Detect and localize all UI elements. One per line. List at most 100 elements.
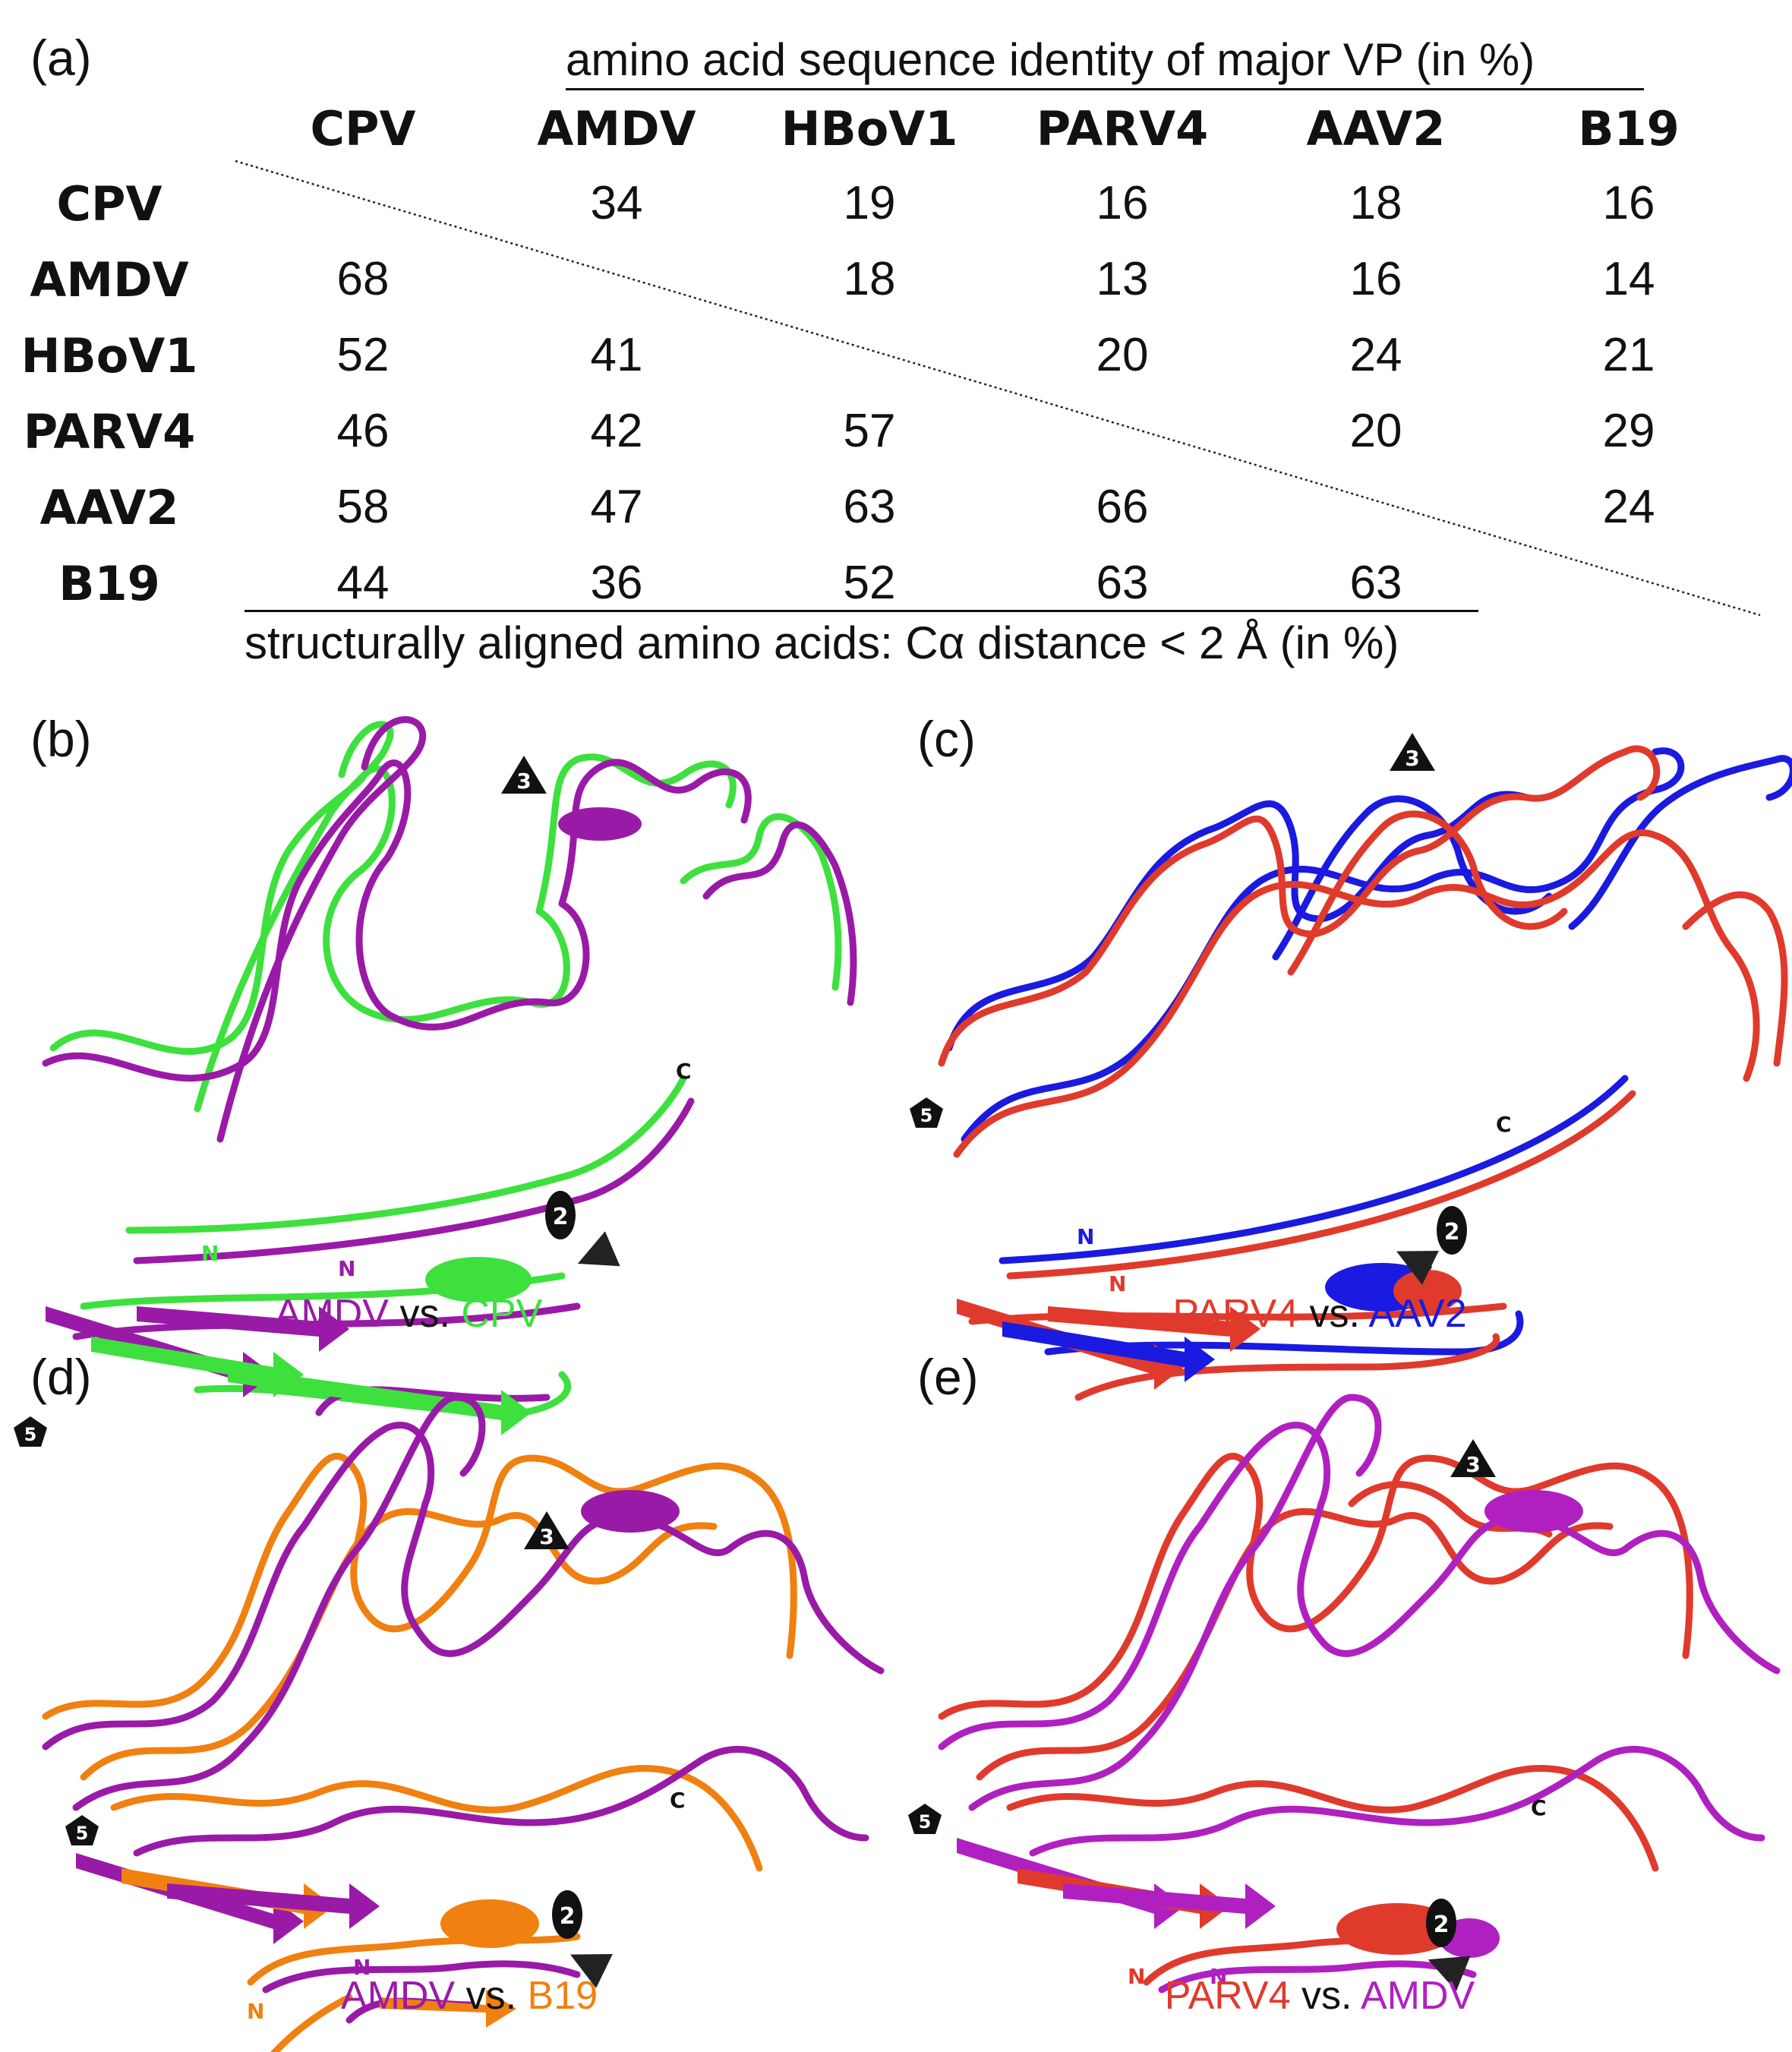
table-cell: 20 xyxy=(1349,405,1402,457)
table-cell: 18 xyxy=(843,253,896,305)
panel-e-label: (e) xyxy=(917,1349,979,1405)
table-cell: 34 xyxy=(590,177,643,229)
top-rule xyxy=(566,88,1644,90)
table-cell: 14 xyxy=(1602,253,1655,305)
row-header-aav2: AAV2 xyxy=(39,480,179,535)
table-cell: 44 xyxy=(336,557,390,609)
table-cell: 13 xyxy=(1096,253,1149,305)
fivefold-marker: 5 xyxy=(919,1811,932,1833)
col-header-amdv: AMDV xyxy=(537,101,696,156)
c-terminus-label: C xyxy=(670,1788,686,1813)
panel-a-label: (a) xyxy=(30,30,92,86)
panel-d-label: (d) xyxy=(30,1349,92,1405)
panel-d-structure: 3 5 2 N N C xyxy=(42,1394,885,2052)
table-cell: 42 xyxy=(590,405,643,457)
panel-c-structure: 3 5 2 N N C xyxy=(910,733,1792,1401)
caption-protein-a: PARV4 xyxy=(1172,1292,1299,1336)
structural-alignment-title: structurally aligned amino acids: Cα dis… xyxy=(245,617,1399,668)
caption-protein-b: CPV xyxy=(461,1292,543,1336)
arrow-icon xyxy=(1396,1251,1439,1285)
caption-vs: vs. xyxy=(1301,1974,1352,2018)
table-cell: 68 xyxy=(336,253,390,305)
table-cell: 58 xyxy=(336,481,390,533)
table-cell: 18 xyxy=(1349,177,1402,229)
threefold-marker: 3 xyxy=(1465,1452,1480,1477)
caption-protein-a: AMDV xyxy=(274,1292,389,1336)
table-cell: 19 xyxy=(843,177,896,229)
table-cell: 52 xyxy=(336,329,390,381)
caption-vs: vs. xyxy=(1309,1292,1360,1336)
col-header-b19: B19 xyxy=(1578,101,1680,156)
table-cell: 41 xyxy=(590,329,643,381)
n-terminus-label: N xyxy=(1128,1964,1145,1989)
n-terminus-label: N xyxy=(247,1999,264,2024)
caption-protein-b: B19 xyxy=(527,1974,598,2018)
panel-c-caption: PARV4 vs. AAV2 xyxy=(940,1291,1699,1337)
arrow-icon xyxy=(570,1953,613,1988)
fivefold-marker: 5 xyxy=(76,1823,89,1844)
row-header-parv4: PARV4 xyxy=(23,404,196,459)
fivefold-marker: 5 xyxy=(24,1424,37,1445)
threefold-marker: 3 xyxy=(1405,746,1419,771)
table-cell: 20 xyxy=(1096,329,1149,381)
bottom-rule xyxy=(245,610,1478,612)
panel-e-structure: 3 5 2 N N C xyxy=(908,1394,1781,1994)
table-cell: 63 xyxy=(1096,557,1149,609)
arrow-icon xyxy=(1428,1956,1471,1992)
c-terminus-label: C xyxy=(676,1059,692,1084)
table-cell: 24 xyxy=(1349,329,1402,381)
table-cell: 63 xyxy=(843,481,896,533)
panel-b-structure: 3 5 2 N N C xyxy=(14,716,857,1447)
twofold-marker: 2 xyxy=(560,1903,576,1930)
caption-vs: vs. xyxy=(465,1974,517,2018)
arrow-icon xyxy=(577,1231,620,1267)
n-terminus-label: N xyxy=(1210,1964,1227,1989)
row-header-amdv: AMDV xyxy=(30,252,189,308)
caption-protein-a: PARV4 xyxy=(1164,1974,1291,2018)
row-header-cpv: CPV xyxy=(56,176,162,232)
row-header-b19: B19 xyxy=(58,556,160,611)
threefold-marker: 3 xyxy=(516,769,531,794)
diagonal-divider xyxy=(235,159,1761,617)
table-cell: 52 xyxy=(843,557,896,609)
twofold-marker: 2 xyxy=(553,1204,569,1230)
table-cell: 66 xyxy=(1096,481,1149,533)
caption-protein-b: AAV2 xyxy=(1368,1292,1467,1336)
col-header-hbov1: HBoV1 xyxy=(781,101,958,156)
table-cell: 63 xyxy=(1349,557,1402,609)
caption-vs: vs. xyxy=(399,1292,450,1336)
caption-protein-a: AMDV xyxy=(340,1974,456,2018)
panel-e-caption: PARV4 vs. AMDV xyxy=(940,1973,1699,2019)
table-cell: 47 xyxy=(590,481,643,533)
twofold-marker: 2 xyxy=(1444,1219,1460,1245)
table-cell: 57 xyxy=(843,405,896,457)
n-terminus-label: N xyxy=(201,1241,219,1266)
n-terminus-label: N xyxy=(1109,1271,1126,1296)
twofold-marker: 2 xyxy=(1434,1912,1450,1938)
col-header-aav2: AAV2 xyxy=(1306,101,1446,156)
panel-c-label: (c) xyxy=(917,711,976,767)
n-terminus-label: N xyxy=(338,1256,355,1281)
panel-b-label: (b) xyxy=(30,711,92,767)
table-cell: 16 xyxy=(1602,177,1655,229)
col-header-cpv: CPV xyxy=(310,101,416,156)
sequence-identity-title: amino acid sequence identity of major VP… xyxy=(566,34,1535,85)
n-terminus-label: N xyxy=(353,1955,371,1980)
fivefold-marker: 5 xyxy=(920,1105,933,1126)
panel-b-caption: AMDV vs. CPV xyxy=(29,1291,788,1337)
c-terminus-label: C xyxy=(1531,1795,1547,1820)
table-cell: 36 xyxy=(590,557,643,609)
caption-protein-b: AMDV xyxy=(1360,1974,1475,2018)
table-cell: 21 xyxy=(1602,329,1655,381)
row-header-hbov1: HBoV1 xyxy=(21,328,198,384)
table-cell: 24 xyxy=(1602,481,1655,533)
table-cell: 16 xyxy=(1096,177,1149,229)
table-cell: 16 xyxy=(1349,253,1402,305)
threefold-marker: 3 xyxy=(539,1524,554,1549)
col-header-parv4: PARV4 xyxy=(1036,101,1209,156)
n-terminus-label: N xyxy=(1077,1224,1094,1249)
table-cell: 46 xyxy=(336,405,390,457)
panel-d-caption: AMDV vs. B19 xyxy=(90,1973,849,2019)
table-cell: 29 xyxy=(1602,405,1655,457)
c-terminus-label: C xyxy=(1496,1112,1512,1137)
